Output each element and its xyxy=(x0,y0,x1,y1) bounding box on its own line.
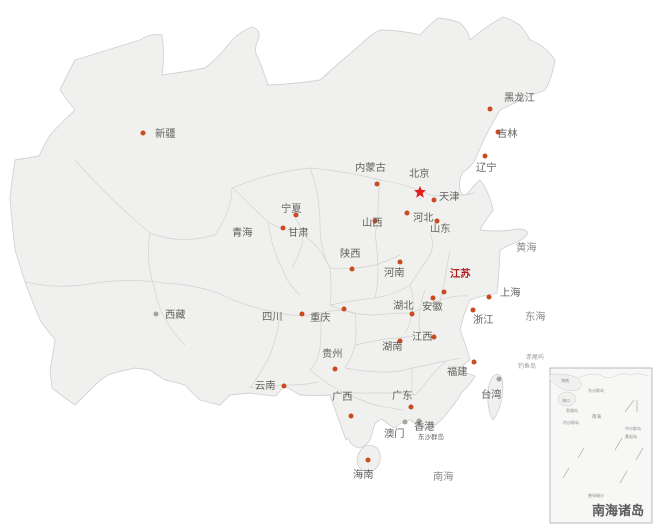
svg-text:东海: 东海 xyxy=(525,310,546,323)
svg-text:南海: 南海 xyxy=(433,470,454,483)
svg-text:海口: 海口 xyxy=(562,397,570,403)
svg-text:江西: 江西 xyxy=(412,331,433,343)
svg-text:黄海: 黄海 xyxy=(516,241,537,254)
svg-text:澎湖岛: 澎湖岛 xyxy=(566,407,578,413)
svg-text:浙江: 浙江 xyxy=(473,314,494,326)
svg-text:澳门: 澳门 xyxy=(384,427,405,440)
svg-text:河北: 河北 xyxy=(413,212,434,224)
svg-text:钓鱼岛: 钓鱼岛 xyxy=(518,362,536,370)
svg-text:陕西: 陕西 xyxy=(340,247,361,260)
svg-text:吉林: 吉林 xyxy=(497,127,518,140)
svg-text:西藏: 西藏 xyxy=(165,309,186,321)
svg-text:内沙群岛: 内沙群岛 xyxy=(563,419,579,425)
svg-text:青海: 青海 xyxy=(232,226,253,239)
svg-text:中沙群岛: 中沙群岛 xyxy=(625,425,641,431)
svg-text:广东: 广东 xyxy=(392,389,413,402)
svg-text:湖南: 湖南 xyxy=(382,340,403,353)
svg-text:赤尾屿: 赤尾屿 xyxy=(526,353,544,361)
svg-text:山西: 山西 xyxy=(362,217,383,229)
svg-text:南海诸岛: 南海诸岛 xyxy=(592,503,644,518)
svg-text:曾母暗沙: 曾母暗沙 xyxy=(588,492,604,498)
svg-text:上海: 上海 xyxy=(500,286,521,299)
svg-text:福建: 福建 xyxy=(447,365,468,378)
svg-text:台湾: 台湾 xyxy=(481,388,502,401)
svg-text:湖北: 湖北 xyxy=(393,300,414,312)
svg-text:山东: 山东 xyxy=(430,222,451,235)
svg-text:黄岩岛: 黄岩岛 xyxy=(625,433,637,439)
svg-text:香港: 香港 xyxy=(414,421,435,433)
svg-text:东沙群岛: 东沙群岛 xyxy=(588,387,604,393)
svg-text:四川: 四川 xyxy=(262,311,283,323)
svg-text:江苏: 江苏 xyxy=(450,267,471,280)
svg-text:安徽: 安徽 xyxy=(422,300,443,313)
svg-text:辽宁: 辽宁 xyxy=(476,161,497,174)
svg-text:甘肃: 甘肃 xyxy=(288,226,309,239)
svg-text:贵州: 贵州 xyxy=(322,347,343,360)
svg-text:重庆: 重庆 xyxy=(310,311,331,324)
svg-text:广西: 广西 xyxy=(332,391,353,403)
svg-text:海南: 海南 xyxy=(353,468,374,481)
svg-text:北京: 北京 xyxy=(409,167,430,180)
svg-text:新疆: 新疆 xyxy=(155,127,176,140)
svg-text:东沙群岛: 东沙群岛 xyxy=(418,432,444,441)
svg-text:宁夏: 宁夏 xyxy=(281,202,302,215)
svg-text:河南: 河南 xyxy=(384,266,405,279)
svg-text:海南: 海南 xyxy=(561,377,569,383)
svg-text:南海: 南海 xyxy=(592,413,601,420)
svg-text:内蒙古: 内蒙古 xyxy=(355,161,386,174)
svg-text:天津: 天津 xyxy=(439,191,460,203)
svg-text:黑龙江: 黑龙江 xyxy=(504,91,535,104)
svg-text:云南: 云南 xyxy=(255,379,276,392)
